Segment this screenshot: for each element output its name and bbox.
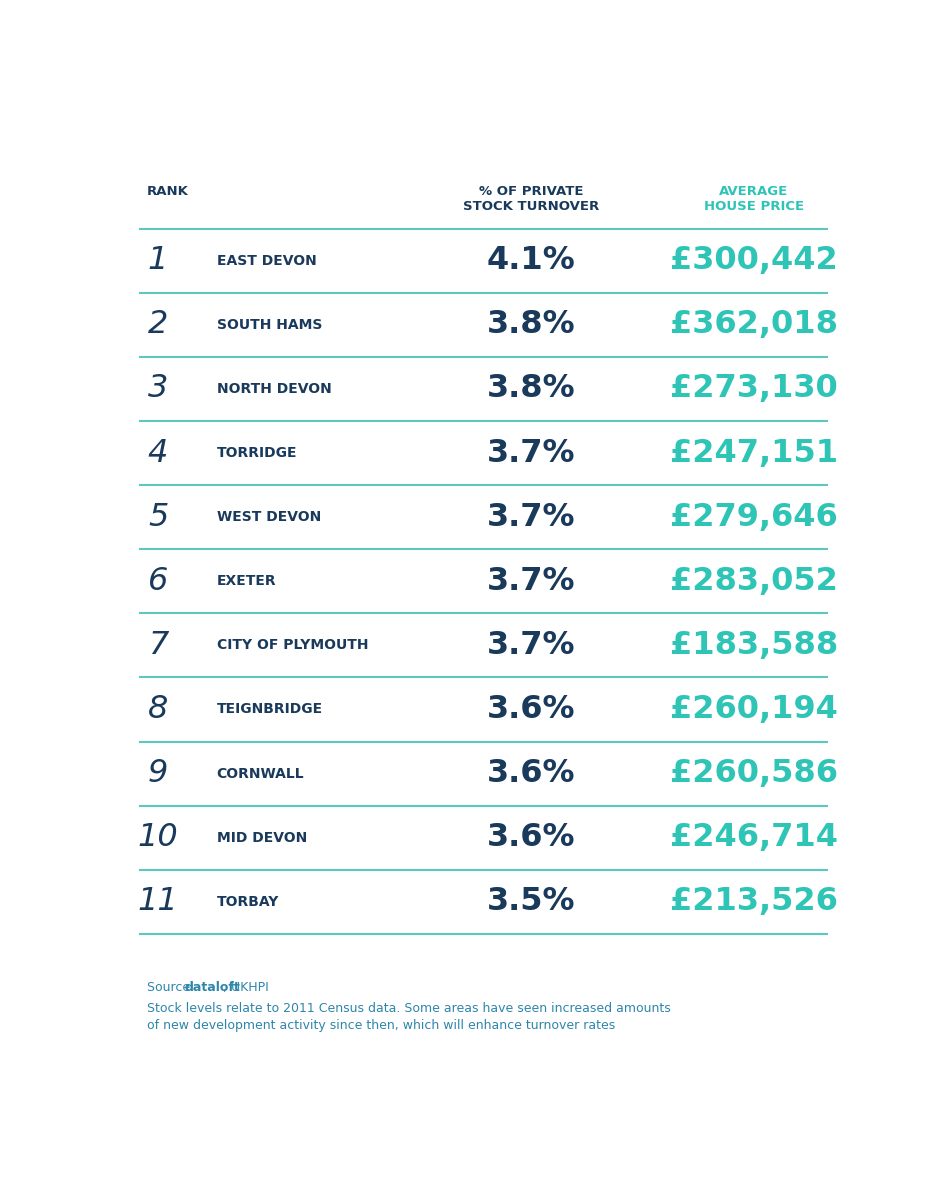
Text: 7: 7	[148, 630, 168, 661]
Text: £362,018: £362,018	[670, 309, 837, 340]
Text: CITY OF PLYMOUTH: CITY OF PLYMOUTH	[217, 639, 368, 653]
Text: 3.6%: 3.6%	[487, 822, 575, 853]
Text: 4: 4	[148, 437, 168, 468]
Text: 3.8%: 3.8%	[487, 309, 575, 340]
Text: TEIGNBRIDGE: TEIGNBRIDGE	[217, 702, 323, 716]
Text: Stock levels relate to 2011 Census data. Some areas have seen increased amounts
: Stock levels relate to 2011 Census data.…	[147, 1002, 670, 1031]
Text: 3.7%: 3.7%	[487, 502, 575, 533]
Text: 3.7%: 3.7%	[487, 630, 575, 661]
Text: £213,526: £213,526	[670, 887, 837, 918]
Text: 5: 5	[148, 502, 168, 533]
Text: 3.7%: 3.7%	[487, 437, 575, 468]
Text: TORRIDGE: TORRIDGE	[217, 446, 297, 460]
Text: EXETER: EXETER	[217, 574, 276, 588]
Text: 6: 6	[148, 565, 168, 597]
Text: 4.1%: 4.1%	[487, 246, 575, 277]
Text: , UKHPI: , UKHPI	[223, 981, 269, 994]
Text: 3.8%: 3.8%	[487, 374, 575, 405]
Text: 8: 8	[148, 694, 168, 725]
Text: TORBAY: TORBAY	[217, 895, 279, 909]
Text: 3.7%: 3.7%	[487, 565, 575, 597]
Text: 1: 1	[148, 246, 168, 277]
Text: EAST DEVON: EAST DEVON	[217, 254, 316, 267]
Text: % OF PRIVATE
STOCK TURNOVER: % OF PRIVATE STOCK TURNOVER	[463, 186, 599, 213]
Text: 2: 2	[148, 309, 168, 340]
Text: £300,442: £300,442	[670, 246, 837, 277]
Text: £279,646: £279,646	[670, 502, 837, 533]
Text: 3.6%: 3.6%	[487, 694, 575, 725]
Text: £260,586: £260,586	[670, 758, 837, 789]
Text: £246,714: £246,714	[670, 822, 837, 853]
Text: £183,588: £183,588	[670, 630, 837, 661]
Text: SOUTH HAMS: SOUTH HAMS	[217, 317, 322, 332]
Text: 3.6%: 3.6%	[487, 758, 575, 789]
Text: £247,151: £247,151	[670, 437, 837, 468]
Text: AVERAGE
HOUSE PRICE: AVERAGE HOUSE PRICE	[703, 186, 803, 213]
Text: dataloft: dataloft	[185, 981, 240, 994]
Text: CORNWALL: CORNWALL	[217, 767, 305, 781]
Text: 10: 10	[138, 822, 178, 853]
Text: MID DEVON: MID DEVON	[217, 830, 306, 845]
Text: 9: 9	[148, 758, 168, 789]
Text: £273,130: £273,130	[670, 374, 837, 405]
Text: 11: 11	[138, 887, 178, 918]
Text: RANK: RANK	[147, 186, 189, 199]
Text: 3: 3	[148, 374, 168, 405]
Text: 3.5%: 3.5%	[487, 887, 575, 918]
Text: NORTH DEVON: NORTH DEVON	[217, 382, 331, 395]
Text: Source:: Source:	[147, 981, 198, 994]
Text: £283,052: £283,052	[670, 565, 837, 597]
Text: WEST DEVON: WEST DEVON	[217, 510, 321, 525]
Text: £260,194: £260,194	[670, 694, 837, 725]
